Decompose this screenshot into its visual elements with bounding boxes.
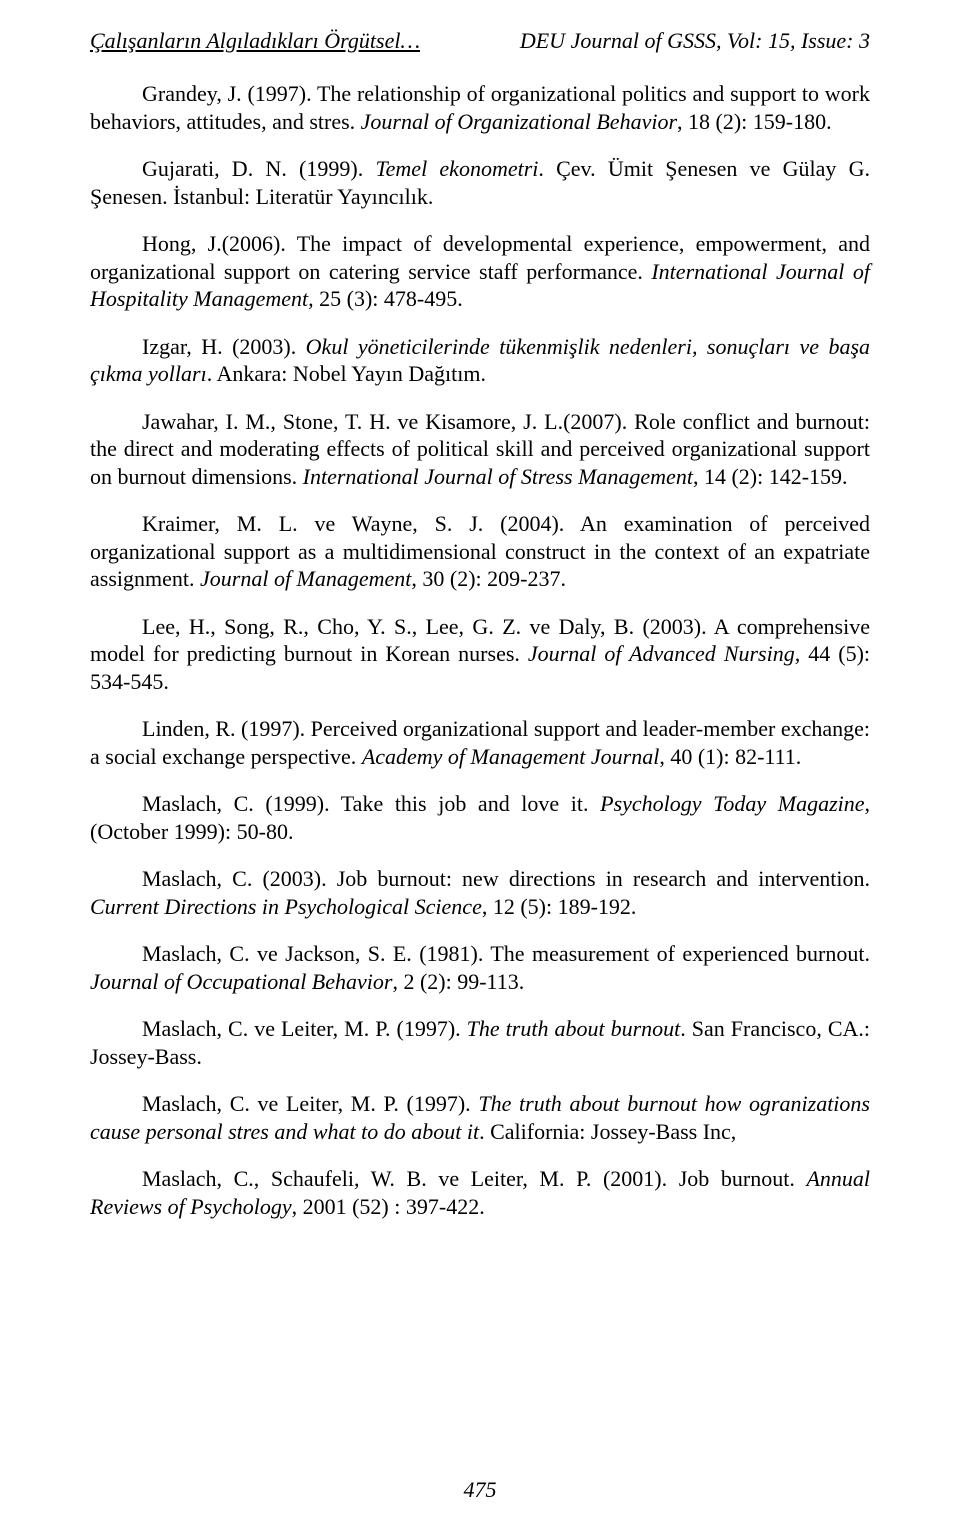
reference-tail: , 30 (2): 209-237. <box>411 566 566 591</box>
reference-text: Maslach, C., Schaufeli, W. B. ve Leiter,… <box>142 1166 806 1191</box>
reference-text: Gujarati, D. N. (1999). <box>142 156 375 181</box>
reference-item: Maslach, C., Schaufeli, W. B. ve Leiter,… <box>90 1165 870 1220</box>
reference-item: Maslach, C. ve Leiter, M. P. (1997). The… <box>90 1090 870 1145</box>
reference-item: Maslach, C. ve Leiter, M. P. (1997). The… <box>90 1015 870 1070</box>
reference-italic: Journal of Organizational Behavior <box>361 109 677 134</box>
reference-item: Linden, R. (1997). Perceived organizatio… <box>90 715 870 770</box>
reference-item: Maslach, C. ve Jackson, S. E. (1981). Th… <box>90 940 870 995</box>
running-header-left: Çalışanların Algıladıkları Örgütsel… <box>90 28 420 54</box>
reference-italic: Temel ekonometri <box>375 156 538 181</box>
reference-tail: , 12 (5): 189-192. <box>482 894 637 919</box>
reference-item: Jawahar, I. M., Stone, T. H. ve Kisamore… <box>90 408 870 491</box>
page-number: 475 <box>0 1477 960 1503</box>
reference-item: Grandey, J. (1997). The relationship of … <box>90 80 870 135</box>
reference-tail: 25 (3): 478-495. <box>314 286 463 311</box>
reference-text: Izgar, H. (2003). <box>142 334 306 359</box>
reference-italic: The truth about burnout <box>467 1016 681 1041</box>
reference-item: Izgar, H. (2003). Okul yöneticilerinde t… <box>90 333 870 388</box>
reference-item: Maslach, C. (1999). Take this job and lo… <box>90 790 870 845</box>
reference-tail: , 18 (2): 159-180. <box>677 109 832 134</box>
running-header: Çalışanların Algıladıkları Örgütsel… DEU… <box>90 28 870 54</box>
running-header-right: DEU Journal of GSSS, Vol: 15, Issue: 3 <box>520 28 870 54</box>
reference-italic: Journal of Occupational Behavior <box>90 969 392 994</box>
reference-text: Maslach, C. ve Jackson, S. E. (1981). Th… <box>142 941 870 966</box>
reference-italic: Journal of Advanced Nursing, <box>528 641 800 666</box>
reference-italic: Psychology Today Magazine <box>600 791 864 816</box>
reference-tail: , 14 (2): 142-159. <box>693 464 848 489</box>
reference-text: Maslach, C. (1999). Take this job and lo… <box>142 791 600 816</box>
reference-text: Maslach, C. ve Leiter, M. P. (1997). <box>142 1091 478 1116</box>
reference-item: Hong, J.(2006). The impact of developmen… <box>90 230 870 313</box>
reference-tail: , 2 (2): 99-113. <box>392 969 524 994</box>
reference-item: Gujarati, D. N. (1999). Temel ekonometri… <box>90 155 870 210</box>
reference-italic: International Journal of Stress Manageme… <box>303 464 693 489</box>
reference-tail: . Ankara: Nobel Yayın Dağıtım. <box>207 361 486 386</box>
reference-item: Kraimer, M. L. ve Wayne, S. J. (2004). A… <box>90 510 870 593</box>
reference-item: Maslach, C. (2003). Job burnout: new dir… <box>90 865 870 920</box>
reference-italic: Current Directions in Psychological Scie… <box>90 894 482 919</box>
page: Çalışanların Algıladıkları Örgütsel… DEU… <box>0 0 960 1521</box>
reference-italic: Journal of Management <box>200 566 411 591</box>
reference-item: Lee, H., Song, R., Cho, Y. S., Lee, G. Z… <box>90 613 870 696</box>
reference-tail: . California: Jossey-Bass Inc, <box>479 1119 736 1144</box>
reference-text: Maslach, C. ve Leiter, M. P. (1997). <box>142 1016 467 1041</box>
reference-tail: , 2001 (52) : 397-422. <box>292 1194 485 1219</box>
reference-text: Maslach, C. (2003). Job burnout: new dir… <box>142 866 870 891</box>
reference-italic: Academy of Management Journal <box>362 744 660 769</box>
reference-tail: , 40 (1): 82-111. <box>659 744 801 769</box>
